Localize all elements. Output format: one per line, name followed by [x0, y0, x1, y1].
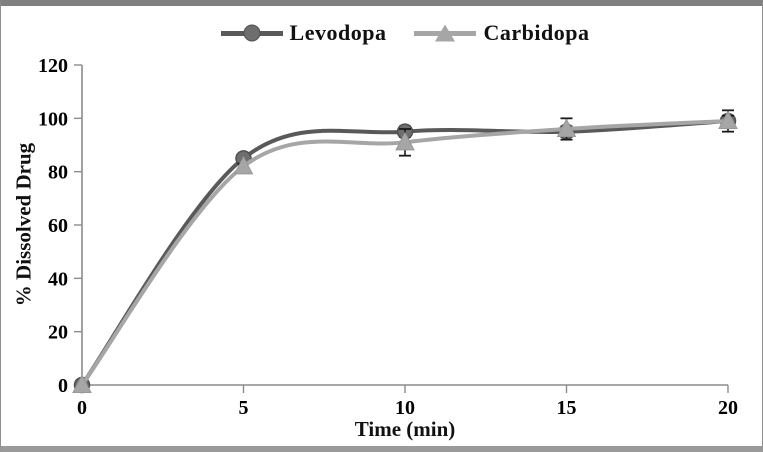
legend: Levodopa Carbidopa	[82, 16, 728, 50]
y-tick-label: 80	[48, 162, 68, 184]
x-tick-label: 0	[77, 397, 87, 419]
y-tick-label: 60	[48, 215, 68, 237]
triangle-marker-icon	[435, 24, 456, 42]
y-tick-label: 40	[48, 268, 68, 290]
y-tick-label: 120	[38, 55, 68, 77]
x-axis-title: Time (min)	[354, 417, 456, 441]
x-tick-label: 10	[395, 397, 415, 419]
carbidopa-data-point-marker	[72, 374, 92, 393]
y-tick-label: 100	[38, 108, 68, 130]
carbidopa-curve	[80, 119, 730, 387]
carbidopa-legend-sample	[414, 21, 477, 45]
carbidopa-data-point-marker	[718, 110, 738, 129]
x-tick-label: 15	[557, 397, 577, 419]
circle-marker-icon	[243, 24, 261, 42]
legend-item-carbidopa: Carbidopa	[414, 20, 589, 46]
legend-label-levodopa: Levodopa	[289, 20, 387, 45]
carbidopa-data-point-marker	[395, 131, 415, 151]
x-tick-label: 20	[718, 397, 738, 419]
y-tick-label: 0	[58, 375, 68, 397]
carbidopa-data-point-marker	[556, 118, 577, 137]
levodopa-legend-sample	[220, 21, 283, 45]
y-tick-label: 20	[48, 322, 68, 344]
x-tick-label: 5	[239, 397, 249, 419]
y-axis-title: % Dissolved Drug	[11, 142, 36, 307]
legend-label-carbidopa: Carbidopa	[483, 20, 590, 45]
levodopa-curve	[80, 119, 730, 387]
legend-item-levodopa: Levodopa	[220, 20, 387, 46]
carbidopa-data-point-marker	[233, 155, 254, 175]
